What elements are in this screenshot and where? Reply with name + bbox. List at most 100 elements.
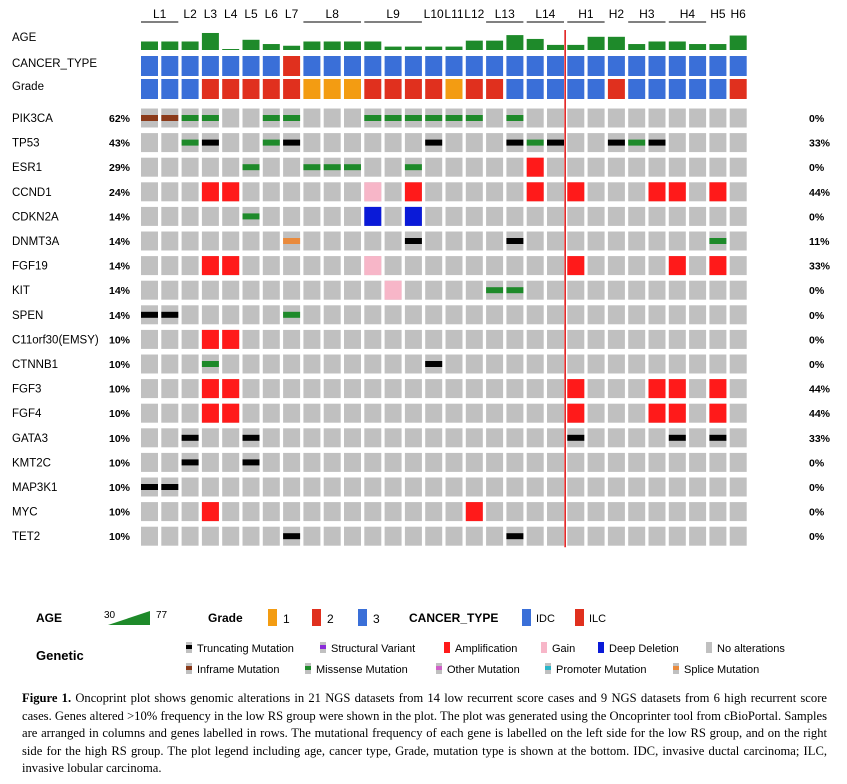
gene-cell bbox=[445, 477, 463, 497]
gene-cell bbox=[242, 403, 260, 423]
clinical-cell bbox=[323, 56, 341, 76]
gene-cell bbox=[161, 403, 179, 423]
clinical-cell bbox=[344, 79, 361, 99]
gene-cell bbox=[709, 157, 727, 177]
gene-cell bbox=[425, 256, 443, 276]
gene-cell bbox=[668, 206, 686, 226]
legend-genetic-label: Genetic bbox=[36, 648, 84, 663]
gene-cell bbox=[506, 182, 524, 202]
gene-label: C11orf30(EMSY) bbox=[12, 334, 99, 346]
gene-cell bbox=[547, 452, 564, 472]
gene-cell bbox=[668, 502, 686, 522]
gene-cell bbox=[283, 206, 301, 226]
alteration-amplification bbox=[709, 256, 727, 276]
gene-cell bbox=[323, 305, 341, 325]
gene-cell bbox=[689, 526, 707, 546]
high-rs-frequency: 0% bbox=[809, 162, 825, 174]
alteration-amplification bbox=[668, 379, 686, 399]
gene-cell bbox=[262, 182, 280, 202]
gene-cell bbox=[323, 256, 341, 276]
gene-cell bbox=[303, 206, 321, 226]
alteration-amplification bbox=[222, 182, 240, 202]
gene-cell bbox=[141, 526, 158, 546]
low-rs-frequency: 14% bbox=[109, 285, 131, 297]
gene-cell bbox=[283, 403, 301, 423]
clinical-cell bbox=[587, 79, 605, 99]
gene-cell bbox=[567, 280, 585, 300]
group-label: H3 bbox=[639, 7, 655, 21]
gene-cell bbox=[729, 231, 747, 251]
clinical-cell bbox=[161, 79, 179, 99]
gene-cell bbox=[364, 329, 382, 349]
group-label: L9 bbox=[386, 7, 400, 21]
gene-cell bbox=[526, 206, 544, 226]
gene-cell bbox=[709, 477, 727, 497]
clinical-cell bbox=[607, 56, 625, 76]
alteration-truncating bbox=[161, 484, 179, 490]
clinical-cell bbox=[648, 56, 666, 76]
gene-cell bbox=[404, 452, 422, 472]
gene-cell bbox=[465, 206, 483, 226]
gene-cell bbox=[384, 182, 402, 202]
gene-cell bbox=[283, 452, 301, 472]
gene-cell bbox=[628, 157, 646, 177]
clinical-cell bbox=[526, 56, 544, 76]
high-rs-frequency: 44% bbox=[809, 384, 831, 396]
clinical-cell bbox=[486, 56, 504, 76]
group-label: L8 bbox=[326, 7, 340, 21]
gene-cell bbox=[547, 354, 564, 374]
alteration-truncating bbox=[567, 434, 585, 441]
gene-cell bbox=[486, 108, 504, 128]
low-rs-frequency: 10% bbox=[109, 507, 131, 519]
gene-cell bbox=[364, 403, 382, 423]
clinical-cell bbox=[506, 56, 524, 76]
alteration-truncating bbox=[668, 434, 686, 441]
gene-cell bbox=[242, 379, 260, 399]
gene-cell bbox=[425, 231, 443, 251]
low-rs-frequency: 10% bbox=[109, 457, 131, 469]
alteration-amplification bbox=[567, 256, 585, 276]
group-label: L2 bbox=[183, 7, 197, 21]
track-label: AGE bbox=[12, 32, 37, 44]
clinical-cell bbox=[262, 56, 280, 76]
alteration-amplification bbox=[222, 403, 240, 423]
group-label: L1 bbox=[153, 7, 167, 21]
gene-cell bbox=[445, 526, 463, 546]
legend-mutation-label: Amplification bbox=[455, 643, 517, 655]
low-rs-frequency: 14% bbox=[109, 211, 131, 223]
gene-cell bbox=[526, 256, 544, 276]
gene-cell bbox=[242, 280, 260, 300]
gene-cell bbox=[404, 526, 422, 546]
age-bar bbox=[384, 46, 402, 50]
gene-cell bbox=[222, 133, 240, 153]
clinical-cell bbox=[689, 56, 707, 76]
gene-cell bbox=[689, 157, 707, 177]
gene-cell bbox=[161, 256, 179, 276]
high-rs-frequency: 0% bbox=[809, 507, 825, 519]
gene-cell bbox=[445, 133, 463, 153]
gene-cell bbox=[344, 182, 361, 202]
age-bar bbox=[323, 41, 341, 50]
gene-cell bbox=[729, 305, 747, 325]
clinical-cell bbox=[465, 79, 483, 99]
gene-cell bbox=[526, 526, 544, 546]
clinical-cell bbox=[283, 56, 301, 76]
gene-cell bbox=[668, 329, 686, 349]
gene-cell bbox=[323, 502, 341, 522]
legend-mutation-swatch bbox=[320, 645, 326, 649]
gene-cell bbox=[648, 157, 666, 177]
gene-cell bbox=[303, 133, 321, 153]
alteration-amplification bbox=[201, 403, 219, 423]
group-label: H2 bbox=[609, 7, 625, 21]
gene-cell bbox=[323, 133, 341, 153]
gene-cell bbox=[648, 280, 666, 300]
legend-mutation-swatch bbox=[706, 642, 712, 653]
gene-cell bbox=[648, 231, 666, 251]
legend-mutation-label: Promoter Mutation bbox=[556, 664, 646, 676]
gene-label: MYC bbox=[12, 507, 38, 519]
age-bar bbox=[567, 44, 585, 50]
gene-cell bbox=[668, 133, 686, 153]
group-label: H5 bbox=[710, 7, 726, 21]
gene-cell bbox=[181, 305, 199, 325]
alteration-amplification bbox=[526, 182, 544, 202]
